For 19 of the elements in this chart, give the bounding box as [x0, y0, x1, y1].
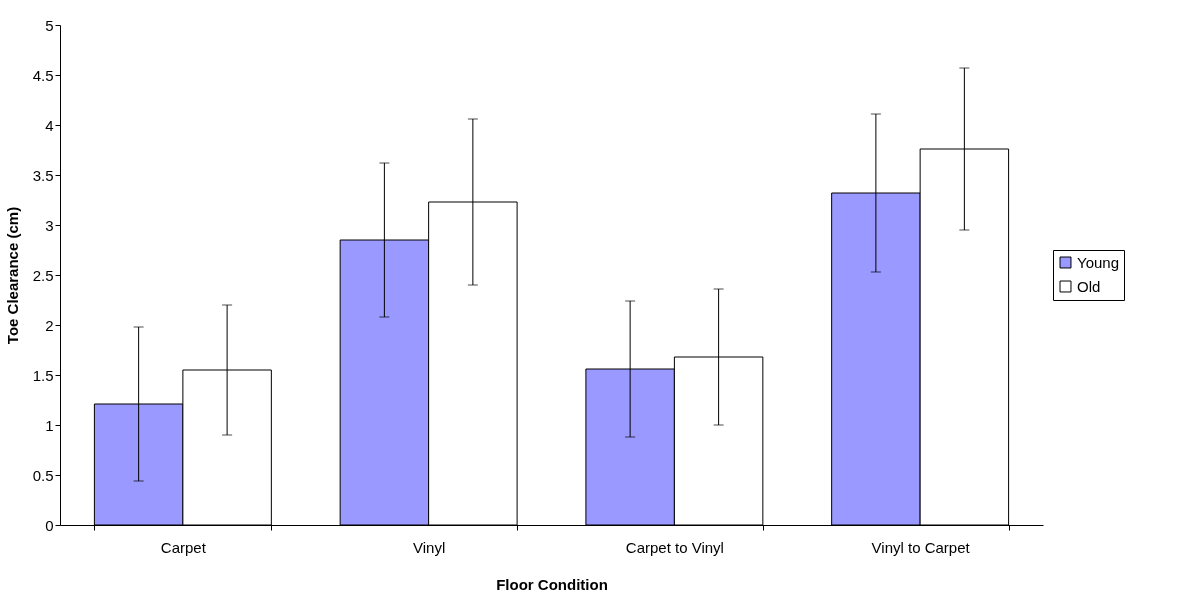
y-tick-label: 3	[45, 216, 54, 234]
y-tick-label: 1.5	[32, 366, 54, 384]
x-axis-title: Floor Condition	[496, 575, 608, 593]
y-tick-label: 2	[45, 316, 54, 334]
y-tick-label: 2.5	[32, 266, 54, 284]
x-tick-label: Vinyl	[413, 538, 446, 556]
y-tick-label: 3.5	[32, 166, 54, 184]
y-tick-label: 4	[45, 116, 54, 134]
y-tick-label: 5	[45, 16, 54, 34]
y-tick-label: 0.5	[32, 466, 54, 484]
y-tick-label: 1	[45, 416, 54, 434]
x-tick-label: Carpet	[160, 538, 207, 556]
y-tick-label: 0	[45, 516, 54, 534]
legend-label: Young	[1077, 253, 1119, 271]
y-tick-label: 4.5	[32, 66, 54, 84]
x-tick-label: Carpet to Vinyl	[625, 538, 724, 556]
y-axis-title: Toe Clearance (cm)	[3, 206, 21, 345]
x-tick-label: Vinyl to Carpet	[871, 538, 971, 556]
legend-label: Old	[1077, 277, 1101, 295]
